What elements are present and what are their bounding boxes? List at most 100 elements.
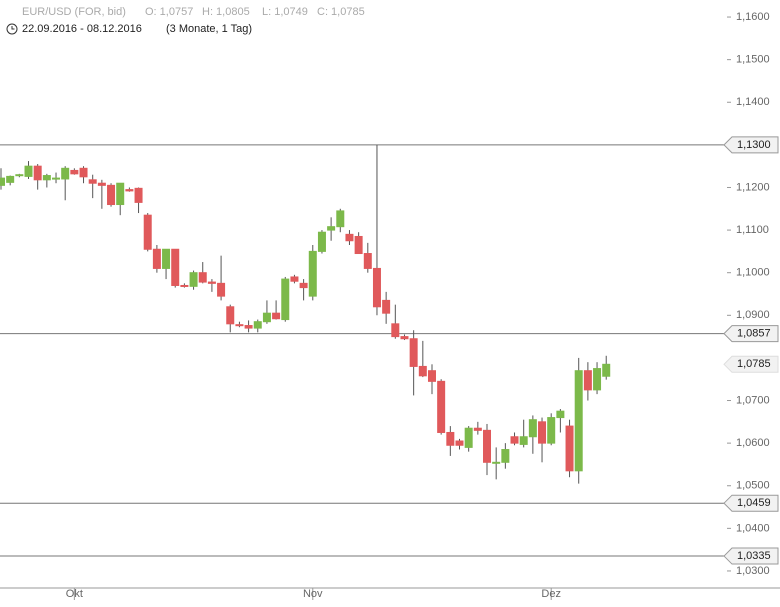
level-label: 1,1300 — [737, 139, 771, 151]
candle-body — [162, 248, 171, 269]
candle-body — [290, 276, 299, 282]
x-tick-label: Nov — [303, 588, 323, 600]
candle-body — [189, 272, 198, 287]
candle-body — [171, 248, 180, 286]
y-tick-label: 1,1100 — [736, 224, 769, 236]
candle-body — [574, 370, 583, 472]
candle-body — [464, 427, 473, 448]
x-tick-label: Okt — [66, 588, 83, 600]
y-tick-label: 1,1000 — [736, 267, 770, 279]
period: (3 Monate, 1 Tag) — [166, 23, 252, 35]
candle-body — [528, 419, 537, 438]
candle-body — [235, 324, 244, 327]
candle-body — [354, 235, 363, 255]
candle-body — [473, 427, 482, 431]
candle-body — [79, 167, 88, 178]
level-tag — [723, 494, 779, 512]
level-label: 1,0857 — [737, 328, 771, 340]
candle-body — [299, 282, 308, 289]
candle-body — [88, 179, 97, 184]
candle-body — [556, 410, 565, 419]
candle-body — [180, 284, 189, 287]
candle-body — [492, 461, 501, 464]
y-tick-label: 1,1400 — [736, 96, 770, 108]
level-tag — [723, 136, 779, 154]
candle-body — [24, 165, 33, 177]
candle-body — [33, 165, 42, 181]
candle-body — [336, 210, 345, 228]
open-value: O: 1,0757 — [145, 6, 193, 18]
candle-body — [317, 231, 326, 252]
candle-body — [547, 417, 556, 444]
candle-body — [483, 429, 492, 463]
date-range: 22.09.2016 - 08.12.2016 — [22, 23, 142, 35]
candle-body — [6, 175, 15, 183]
close-value: C: 1,0785 — [317, 6, 365, 18]
candle-body — [226, 306, 235, 325]
candle-body — [501, 449, 510, 463]
y-tick-label: 1,0500 — [736, 480, 770, 492]
clock-hands — [11, 26, 15, 30]
candle-body — [391, 323, 400, 338]
candle-body — [510, 436, 519, 444]
candle-body — [42, 175, 51, 181]
candle-body — [345, 233, 354, 242]
low-value: L: 1,0749 — [262, 6, 308, 18]
candle-body — [327, 226, 336, 231]
candle-body — [519, 436, 528, 445]
candle-body — [244, 325, 253, 329]
y-tick-label: 1,0700 — [736, 394, 770, 406]
candle-body — [262, 312, 271, 323]
candle-body — [107, 184, 116, 206]
candle-body — [272, 312, 281, 320]
last-price-tag — [723, 355, 779, 373]
level-tag — [723, 547, 779, 565]
candle-body — [437, 380, 446, 433]
candle-body — [143, 214, 152, 250]
candle-body — [363, 253, 372, 269]
y-tick-label: 1,1600 — [736, 11, 770, 23]
x-tick-label: Dez — [541, 588, 561, 600]
level-label: 1,0335 — [737, 550, 771, 562]
candle-body — [400, 336, 409, 340]
symbol: EUR/USD (FOR, bid) — [22, 6, 126, 18]
candle-body — [538, 421, 547, 444]
y-tick-label: 1,1500 — [736, 54, 770, 66]
candle-body — [97, 182, 106, 186]
high-value: H: 1,0805 — [202, 6, 250, 18]
candle-body — [593, 368, 602, 391]
candle-body — [409, 338, 418, 367]
y-tick-label: 1,0600 — [736, 437, 770, 449]
level-tag — [723, 325, 779, 343]
clock-icon — [6, 23, 18, 35]
candle-body — [70, 169, 79, 175]
last-price-label: 1,0785 — [737, 358, 771, 370]
y-tick-label: 1,1200 — [736, 181, 770, 193]
candle-body — [52, 177, 61, 180]
candle-body — [427, 370, 436, 382]
candle-body — [15, 174, 24, 177]
candle-body — [382, 299, 391, 314]
candle-body — [198, 272, 207, 283]
candle-body — [602, 363, 611, 377]
y-tick-label: 1,0300 — [736, 565, 770, 577]
candle-body — [372, 267, 381, 308]
candle-body — [583, 370, 592, 391]
candle-body — [308, 250, 317, 297]
candle-body — [446, 431, 455, 446]
y-tick-label: 1,0900 — [736, 309, 770, 321]
candle-body — [152, 248, 161, 269]
candle-body — [134, 187, 143, 203]
candle-body — [253, 321, 262, 329]
candle-body — [125, 189, 134, 192]
candle-body — [565, 425, 574, 472]
candle-body — [207, 281, 216, 284]
y-tick-label: 1,0400 — [736, 522, 770, 534]
candle-body — [455, 440, 464, 446]
candle-body — [418, 365, 427, 377]
candle-body — [61, 167, 70, 180]
candle-body — [281, 278, 290, 321]
level-label: 1,0459 — [737, 497, 771, 509]
candle-body — [116, 182, 125, 206]
